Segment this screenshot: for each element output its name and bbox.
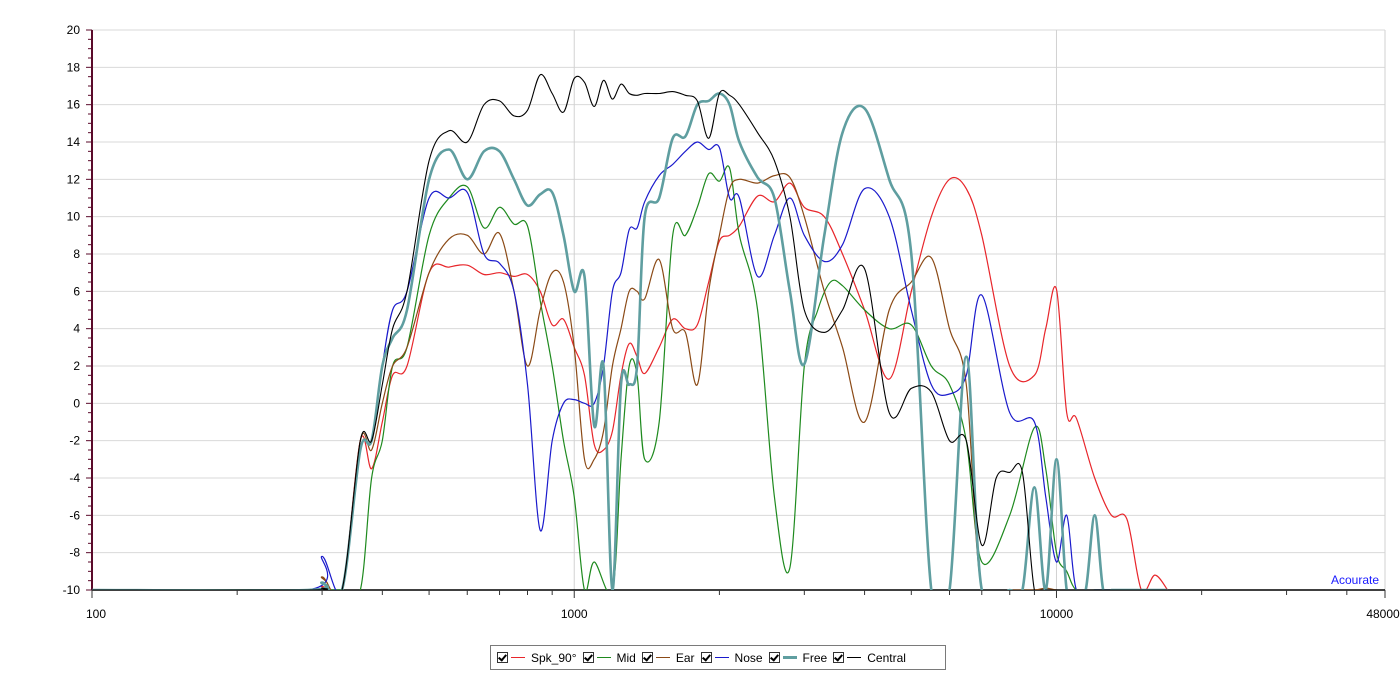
legend-swatch: [655, 657, 670, 658]
legend-label: Spk_90°: [531, 650, 577, 665]
series-line-nose: [92, 141, 1142, 590]
x-tick-label: 1000: [561, 607, 588, 621]
x-tick-label: 48000: [1366, 607, 1400, 621]
legend-swatch: [714, 657, 729, 658]
y-tick-label: 12: [67, 172, 81, 186]
checkbox-icon[interactable]: [497, 652, 508, 663]
series-line-central: [92, 73, 1168, 590]
y-tick-label: 6: [73, 284, 80, 298]
legend-item[interactable]: Spk_90°: [497, 651, 577, 665]
y-tick-label: 2: [73, 359, 80, 373]
legend-item[interactable]: Mid: [582, 650, 636, 665]
y-tick-label: 10: [67, 210, 81, 224]
checkbox-icon[interactable]: [768, 652, 780, 663]
y-tick-label: 20: [67, 23, 81, 37]
legend-label: Free: [802, 650, 828, 665]
y-tick-label: -2: [69, 434, 80, 448]
y-tick-label: -10: [63, 583, 81, 597]
x-tick-label: 10000: [1040, 607, 1074, 621]
y-tick-label: 4: [73, 322, 80, 336]
series-line-free: [92, 92, 1168, 590]
checkbox-icon[interactable]: [582, 652, 594, 663]
legend-swatch: [511, 657, 525, 658]
legend-item[interactable]: Central: [833, 651, 906, 665]
checkbox-icon[interactable]: [833, 652, 845, 663]
legend-label: Central: [867, 650, 906, 665]
y-tick-label: 8: [73, 247, 80, 261]
legend-item[interactable]: Free: [768, 650, 828, 665]
checkbox-icon[interactable]: [641, 652, 653, 663]
watermark-label: Acourate: [1331, 573, 1379, 587]
chart-legend: Spk_90° Mid Ear Nose Free Central: [490, 645, 946, 670]
legend-swatch: [847, 657, 862, 658]
checkbox-icon[interactable]: [700, 652, 712, 663]
y-tick-label: 0: [73, 396, 80, 410]
legend-label: Ear: [675, 650, 695, 665]
series-line-spk-90: [92, 176, 1169, 590]
legend-item[interactable]: Nose: [700, 650, 763, 665]
series-line-mid: [92, 165, 1127, 590]
legend-swatch: [596, 657, 611, 658]
legend-label: Nose: [734, 650, 763, 665]
y-tick-label: 16: [67, 98, 81, 112]
y-tick-label: 18: [67, 60, 81, 74]
y-tick-label: 14: [67, 135, 81, 149]
y-tick-label: -8: [69, 546, 80, 560]
y-tick-label: -4: [69, 471, 80, 485]
legend-swatch: [782, 656, 797, 659]
legend-label: Mid: [616, 650, 636, 665]
y-tick-label: -6: [69, 508, 80, 522]
legend-item[interactable]: Ear: [641, 650, 695, 665]
x-tick-label: 100: [86, 607, 106, 621]
